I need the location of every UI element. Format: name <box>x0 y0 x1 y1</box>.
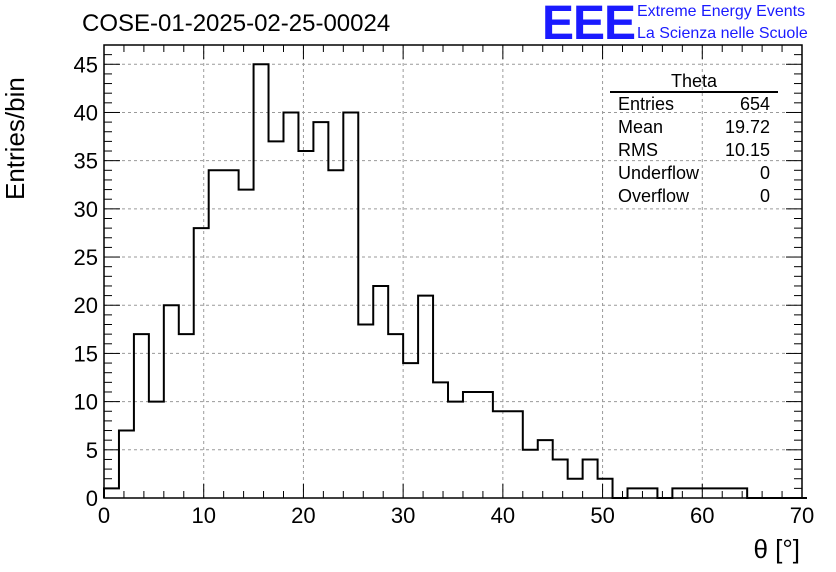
histogram-bin <box>538 440 553 498</box>
histogram-bin <box>508 411 523 498</box>
histogram-bin <box>433 382 448 498</box>
x-tick-label: 10 <box>191 503 215 528</box>
histogram-bin <box>418 296 433 498</box>
y-tick-label: 30 <box>74 197 98 222</box>
histogram-bin <box>523 450 538 498</box>
y-tick-label: 5 <box>86 438 98 463</box>
chart-title: COSE-01-2025-02-25-00024 <box>82 10 391 37</box>
stats-row-mean: Mean 19.72 <box>610 116 778 139</box>
histogram-bin <box>732 488 747 498</box>
histogram-bin <box>388 334 403 498</box>
histogram-bin <box>478 392 493 498</box>
x-axis-title: θ [°] <box>753 534 800 564</box>
histogram-line <box>103 63 807 499</box>
y-tick-label: 25 <box>74 245 98 270</box>
y-tick-label: 10 <box>74 390 98 415</box>
histogram-bin <box>119 431 134 498</box>
histogram-bin <box>642 488 657 498</box>
x-tick-label: 40 <box>491 503 515 528</box>
histogram-bin <box>672 488 687 498</box>
histogram-bin <box>194 228 209 498</box>
stats-value: 0 <box>759 163 770 183</box>
histogram-bin <box>104 488 119 498</box>
stats-row-underflow: Underflow 0 <box>610 162 778 185</box>
stats-title: Theta <box>610 71 778 93</box>
stats-value: 0 <box>759 186 770 206</box>
histogram-bin <box>493 411 508 498</box>
histogram-bin <box>209 170 224 498</box>
logo-line-2: La Scienza nelle Scuole <box>637 25 808 42</box>
histogram-bin <box>583 459 598 498</box>
histogram-bin <box>553 459 568 498</box>
tick-marks <box>103 44 803 499</box>
tick-labels: 0 10 20 30 40 50 60 70 0 5 10 15 20 25 30 35 40 45 <box>74 52 815 528</box>
x-tick-label: 60 <box>690 503 714 528</box>
stats-label: Entries <box>618 94 675 114</box>
axes-frame <box>103 44 803 499</box>
y-axis-title: Entries/bin <box>0 77 30 200</box>
stats-row-entries: Entries 654 <box>610 93 778 116</box>
y-tick-label: 15 <box>74 341 98 366</box>
histogram-bin <box>298 151 313 498</box>
histogram-bin <box>568 479 583 498</box>
stats-value: 654 <box>739 94 770 114</box>
histogram-bin <box>239 190 254 498</box>
y-tick-label: 40 <box>74 100 98 125</box>
y-tick-label: 45 <box>74 52 98 77</box>
stats-row-rms: RMS 10.15 <box>610 139 778 162</box>
histogram-outline <box>103 63 807 499</box>
stats-label: Underflow <box>618 163 700 183</box>
histogram-bin <box>702 488 717 498</box>
histogram-bin <box>717 488 732 498</box>
histogram-bin <box>179 334 194 498</box>
histogram-bin <box>149 402 164 498</box>
stats-label: Mean <box>618 117 664 137</box>
logo-line-1: Extreme Energy Events <box>637 3 806 20</box>
plot-frame <box>103 44 803 499</box>
stats-label: RMS <box>618 140 658 160</box>
histogram-bin <box>628 488 643 498</box>
histogram-bin <box>254 64 269 498</box>
histogram-bin <box>313 122 328 498</box>
y-tick-label: 0 <box>86 486 98 511</box>
histogram-bin <box>358 325 373 498</box>
eee-logo: EEE <box>542 0 636 50</box>
stats-value: 19.72 <box>724 117 770 137</box>
y-tick-label: 20 <box>74 293 98 318</box>
x-tick-label: 70 <box>790 503 814 528</box>
x-tick-label: 0 <box>98 503 110 528</box>
histogram-bin <box>328 170 343 498</box>
x-tick-label: 20 <box>291 503 315 528</box>
y-tick-label: 35 <box>74 149 98 174</box>
stats-label: Overflow <box>618 186 690 206</box>
histogram-bin <box>403 363 418 498</box>
stats-row-overflow: Overflow 0 <box>610 185 778 208</box>
histogram-bin <box>269 141 284 498</box>
histogram-bin <box>598 479 613 498</box>
histogram-bin <box>373 286 388 498</box>
histogram-bin <box>224 170 239 498</box>
histogram-bin <box>463 392 478 498</box>
histogram-bin <box>687 488 702 498</box>
x-tick-label: 30 <box>391 503 415 528</box>
histogram-bin <box>134 334 149 498</box>
stats-value: 10.15 <box>724 140 770 160</box>
y-axis-title-wrap: Entries/bin <box>0 77 40 200</box>
stats-box: Theta Entries 654 Mean 19.72 RMS 10.15 Unde… <box>610 71 778 208</box>
x-tick-label: 50 <box>590 503 614 528</box>
